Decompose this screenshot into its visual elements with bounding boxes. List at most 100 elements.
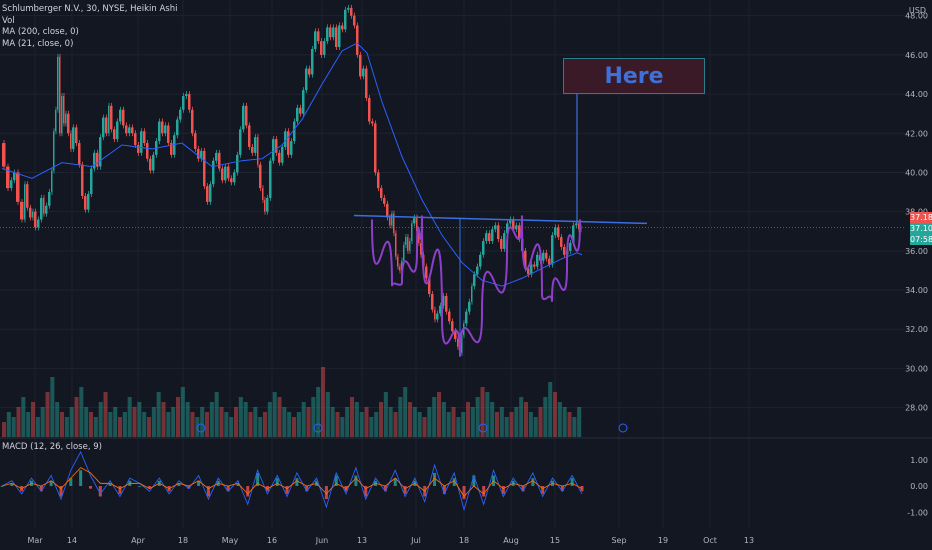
volume-bar [567,412,572,437]
macd-histogram-bar [403,486,407,494]
volume-bar [263,412,268,437]
candle-body [254,137,257,153]
candle-body [448,311,451,322]
candle-body [451,321,454,332]
candle-body [560,237,563,247]
volume-bar [340,417,345,437]
volume-bar [306,407,311,437]
candle-body [81,164,84,196]
volume-bar [205,412,210,437]
volume-bar [79,387,84,437]
volume-bar [253,407,258,437]
candle-body [242,105,245,130]
candle-body [16,172,20,202]
volume-bar [388,407,393,437]
candle-body [468,301,471,312]
volume-bar [519,397,524,437]
macd-histogram-bar [49,480,53,486]
macd-histogram-bar [452,478,456,486]
candle-body [530,264,533,275]
candle-body [445,295,448,312]
candle-body [491,229,494,242]
y-tick-label: 42.00 [905,129,928,138]
candle-body [554,227,557,236]
volume-bar [359,412,364,437]
event-marker-icon [618,423,628,433]
candle-body [34,211,37,228]
candle-body [72,127,75,149]
volume-bar [379,402,384,437]
x-tick-label: 18 [459,536,469,545]
annotation-here[interactable]: Here [563,58,705,94]
volume-bar [277,397,282,437]
y-tick-label: 44.00 [905,90,928,99]
candle-body [341,25,344,30]
macd-histogram-bar [236,483,240,486]
legend-ma21[interactable]: MA (21, close, 0) [2,38,74,49]
candle-body [206,186,209,202]
candle-body [110,105,113,130]
volume-bar [321,367,326,437]
volume-bar [224,412,229,437]
candle-body [99,137,102,167]
volume-bar [335,412,340,437]
volume-bar [287,412,292,437]
candle-body [108,105,110,134]
volume-bar [176,397,181,437]
legend-macd[interactable]: MACD (12, 26, close, 9) [2,442,102,452]
candle-body [326,27,329,42]
candle-body [471,286,473,302]
x-tick-label: Apr [131,536,146,545]
volume-bar [190,412,195,437]
x-tick-label: Jun [315,536,329,545]
candle-body [389,217,391,226]
volume-bar [272,392,277,437]
volume-bar [35,417,40,437]
candle-body [548,258,551,265]
candle-body [527,268,530,275]
y-tick-label: 36.00 [905,247,928,256]
candle-body [332,27,335,38]
volume-bar [234,407,239,437]
legend-ma200[interactable]: MA (200, close, 0) [2,27,79,37]
candle-body [290,141,293,155]
candle-body [96,152,99,167]
price-series [0,4,905,356]
x-tick-label: Jul [410,536,421,545]
candle-body [371,121,374,124]
candle-body [338,25,341,48]
volume-bars [2,367,582,437]
candle-body [140,131,143,153]
candle-body [152,154,155,171]
volume-bar [26,412,31,437]
legend-vol[interactable]: Vol [2,15,15,26]
candle-body [116,121,119,140]
y-tick-label: 34.00 [905,286,928,295]
candle-body [67,113,70,134]
candle-body [377,172,380,189]
macd-histogram-bar [324,486,328,500]
candle-body [302,90,305,114]
volume-bar [432,397,437,437]
candle-body [409,241,411,251]
volume-bar [31,402,36,437]
candle-body [105,117,108,134]
candle-body [374,123,377,173]
candle-body [413,217,416,224]
candle-body [356,25,359,55]
candle-body [272,139,275,161]
candle-body [146,143,149,159]
macd-histogram-bar [39,486,43,492]
macd-histogram-bar [0,486,4,487]
candle-body [500,239,503,249]
candle-body [317,31,320,42]
x-tick-label: 13 [744,536,754,545]
candle-body [13,172,16,181]
candle-body [57,56,59,110]
volume-bar [325,392,330,437]
volume-bar [548,382,553,437]
candle-body [137,145,140,153]
candle-body [512,219,515,230]
candle-body [93,152,96,169]
candle-body [122,109,125,126]
